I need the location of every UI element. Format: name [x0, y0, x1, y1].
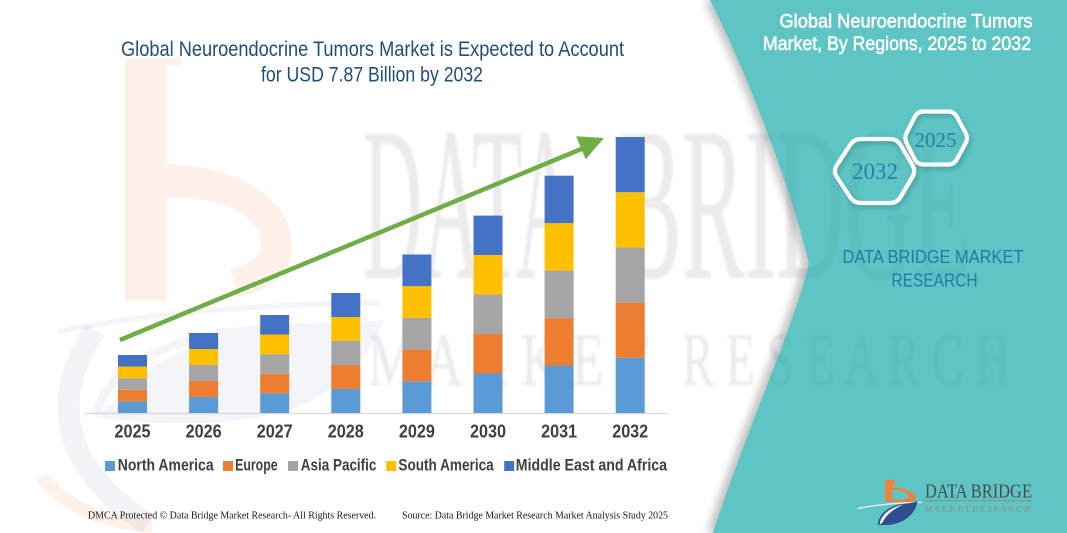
svg-text:Market, By Regions, 2025 to 20: Market, By Regions, 2025 to 2032 [763, 34, 1031, 55]
svg-text:2025: 2025 [115, 422, 151, 442]
svg-text:2026: 2026 [186, 422, 222, 442]
svg-text:2031: 2031 [541, 422, 577, 442]
svg-text:Europe: Europe [235, 456, 278, 475]
svg-text:M A R K E T R E S E A R C H: M A R K E T R E S E A R C H [925, 503, 1030, 513]
svg-text:DATA: DATA [363, 82, 575, 326]
svg-text:2027: 2027 [257, 422, 293, 442]
svg-text:RESEARCH: RESEARCH [892, 271, 978, 291]
svg-text:for USD 7.87 Billion by 2032: for USD 7.87 Billion by 2032 [261, 63, 483, 86]
svg-text:2029: 2029 [399, 422, 435, 442]
svg-text:2025: 2025 [915, 128, 957, 152]
svg-text:Global Neuroendocrine Tumors M: Global Neuroendocrine Tumors Market is E… [121, 38, 624, 61]
svg-text:2032: 2032 [612, 422, 648, 442]
svg-text:2032: 2032 [852, 159, 898, 184]
svg-text:South America: South America [398, 456, 494, 475]
svg-text:Middle East and Africa: Middle East and Africa [516, 456, 668, 475]
svg-text:DATA BRIDGE MARKET: DATA BRIDGE MARKET [843, 247, 1024, 267]
svg-text:North America: North America [118, 456, 214, 475]
svg-text:DATA BRIDGE: DATA BRIDGE [925, 481, 1032, 502]
svg-text:Source: Data Bridge Market Res: Source: Data Bridge Market Research Mark… [402, 511, 668, 522]
svg-text:DMCA Protected © Data Bridge M: DMCA Protected © Data Bridge Market Rese… [88, 511, 376, 522]
svg-text:2030: 2030 [470, 422, 506, 442]
svg-text:2028: 2028 [328, 422, 364, 442]
svg-text:Global Neuroendocrine Tumors: Global Neuroendocrine Tumors [780, 11, 1033, 32]
svg-text:Asia Pacific: Asia Pacific [301, 456, 377, 475]
